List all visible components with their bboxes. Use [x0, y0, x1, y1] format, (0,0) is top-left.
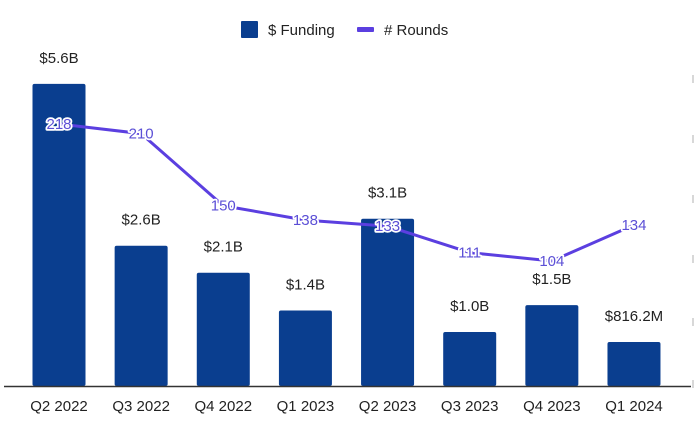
x-tick-label: Q1 2023	[277, 398, 335, 415]
bar[interactable]	[361, 218, 415, 386]
legend-item-rounds[interactable]: # Rounds	[357, 22, 448, 39]
line-data-label: 133	[375, 218, 400, 235]
line-point[interactable]	[550, 259, 554, 263]
bar-data-label: $3.1B	[368, 185, 407, 202]
faint-tick	[692, 75, 694, 83]
bar-data-label: $1.0B	[450, 298, 489, 315]
line-data-label: 150	[211, 198, 236, 215]
x-tick-label: Q4 2022	[195, 398, 253, 415]
legend-swatch-rounds	[357, 27, 374, 32]
line-data-label: 134	[621, 217, 646, 234]
bar-data-label: $1.5B	[532, 271, 571, 288]
bar-data-label: $2.1B	[204, 239, 243, 256]
faint-tick	[692, 135, 694, 143]
line-data-labels: 218 210 150 138 133 111 104 134	[45, 114, 649, 272]
bar[interactable]	[114, 245, 168, 386]
line-point[interactable]	[386, 224, 390, 228]
bar-data-label: $2.6B	[122, 212, 161, 229]
line-data-label: 104	[539, 253, 564, 270]
faint-tick	[692, 195, 694, 203]
bar-data-labels: $5.6B $2.6B $2.1B $1.4B $3.1B $1.0B $1.5B $816.…	[38, 48, 665, 326]
line-point[interactable]	[221, 204, 225, 208]
rounds-line	[58, 122, 635, 263]
x-axis-tick-labels: Q2 2022 Q3 2022 Q4 2022 Q1 2023 Q2 2023 Q3 20…	[30, 398, 663, 415]
bar-data-label: $816.2M	[605, 308, 663, 325]
line-point[interactable]	[139, 132, 143, 136]
bar[interactable]	[278, 310, 332, 386]
line-point[interactable]	[632, 223, 636, 227]
right-axis-ticks-faint	[692, 75, 694, 388]
bar[interactable]	[607, 341, 661, 386]
bar[interactable]	[32, 83, 86, 386]
line-series-rounds	[57, 122, 636, 263]
bar[interactable]	[196, 272, 250, 386]
faint-tick	[692, 318, 694, 326]
line-data-label: 111	[458, 245, 481, 262]
bars-series-funding	[32, 83, 661, 386]
x-tick-label: Q3 2022	[112, 398, 170, 415]
x-tick-label: Q2 2023	[359, 398, 417, 415]
legend-swatch-funding	[241, 21, 258, 38]
line-data-label: 138	[293, 212, 318, 229]
line-data-label: 218	[46, 116, 71, 133]
legend-label-funding: $ Funding	[268, 22, 335, 39]
bar[interactable]	[443, 332, 497, 386]
x-tick-label: Q4 2023	[523, 398, 581, 415]
x-tick-label: Q2 2022	[30, 398, 88, 415]
line-point[interactable]	[468, 251, 472, 255]
bar[interactable]	[525, 305, 579, 386]
line-point[interactable]	[57, 122, 61, 126]
bar-data-label: $1.4B	[286, 276, 325, 293]
faint-tick	[692, 380, 694, 388]
line-data-label: 210	[129, 126, 154, 143]
x-tick-label: Q3 2023	[441, 398, 499, 415]
bar-data-label: $5.6B	[39, 50, 78, 67]
x-tick-label: Q1 2024	[605, 398, 663, 415]
legend: $ Funding # Rounds	[241, 21, 448, 39]
line-point[interactable]	[303, 218, 307, 222]
legend-item-funding[interactable]: $ Funding	[241, 21, 335, 39]
legend-label-rounds: # Rounds	[384, 22, 448, 39]
faint-tick	[692, 255, 694, 263]
